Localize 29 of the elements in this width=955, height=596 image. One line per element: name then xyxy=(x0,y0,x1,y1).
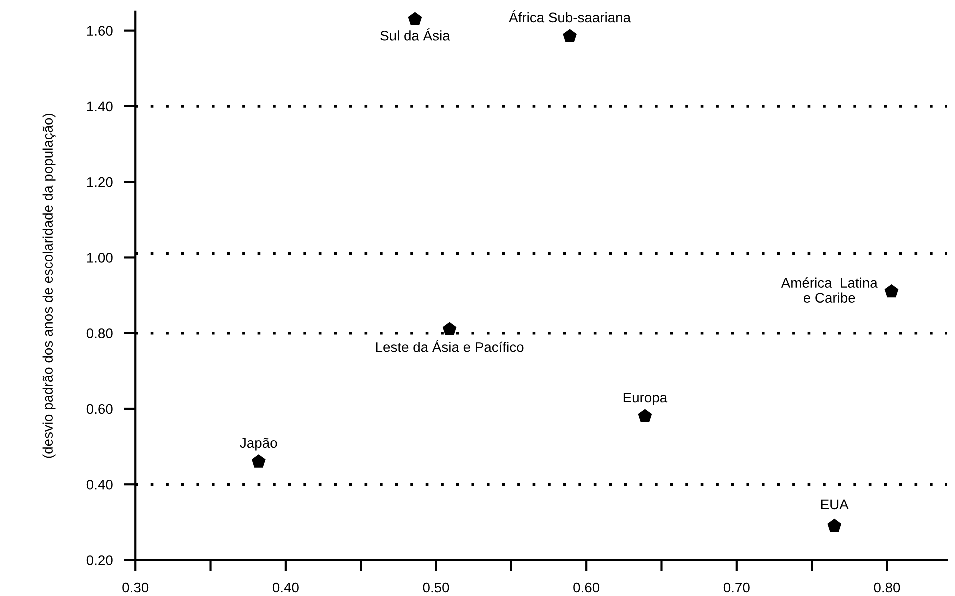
annotation: Japão xyxy=(240,438,278,451)
point xyxy=(408,12,422,26)
x-tick-label: 0.50 xyxy=(423,582,450,593)
annotation: Sul da Ásia xyxy=(380,28,450,41)
y-tick-label: 1.60 xyxy=(87,26,113,36)
point xyxy=(442,322,457,336)
point xyxy=(828,518,842,532)
y-tick-label: 1.20 xyxy=(87,177,113,188)
x-tick-label: 0.80 xyxy=(874,582,900,593)
annotation: Europa xyxy=(624,392,668,406)
y-tick-label: 0.20 xyxy=(86,556,113,566)
point xyxy=(563,29,577,42)
y-tick-label: 0.40 xyxy=(86,480,113,490)
point xyxy=(638,409,652,422)
point xyxy=(252,454,266,468)
y-tick-label: 0.80 xyxy=(86,328,113,339)
point xyxy=(884,284,899,298)
y-tick-label: 1.00 xyxy=(87,253,113,263)
x-tick-label: 0.70 xyxy=(724,582,750,593)
y-tick-label: 1.40 xyxy=(87,102,113,112)
annotation: Leste da Ásia e Pacífico xyxy=(376,340,524,352)
x-tick-label: 0.60 xyxy=(574,582,600,593)
x-tick-label: 0.40 xyxy=(272,582,299,593)
annotation: África Sub-saariana xyxy=(509,10,632,23)
annotation: América Latina e Caribe xyxy=(781,278,878,303)
annotation: EUA xyxy=(821,500,849,510)
x-tick-label: 0.30 xyxy=(122,582,149,593)
y-axis-title: (desvio padrão dos anos de escolaridade da população) xyxy=(42,114,56,458)
y-tick-label: 0.60 xyxy=(86,404,113,414)
